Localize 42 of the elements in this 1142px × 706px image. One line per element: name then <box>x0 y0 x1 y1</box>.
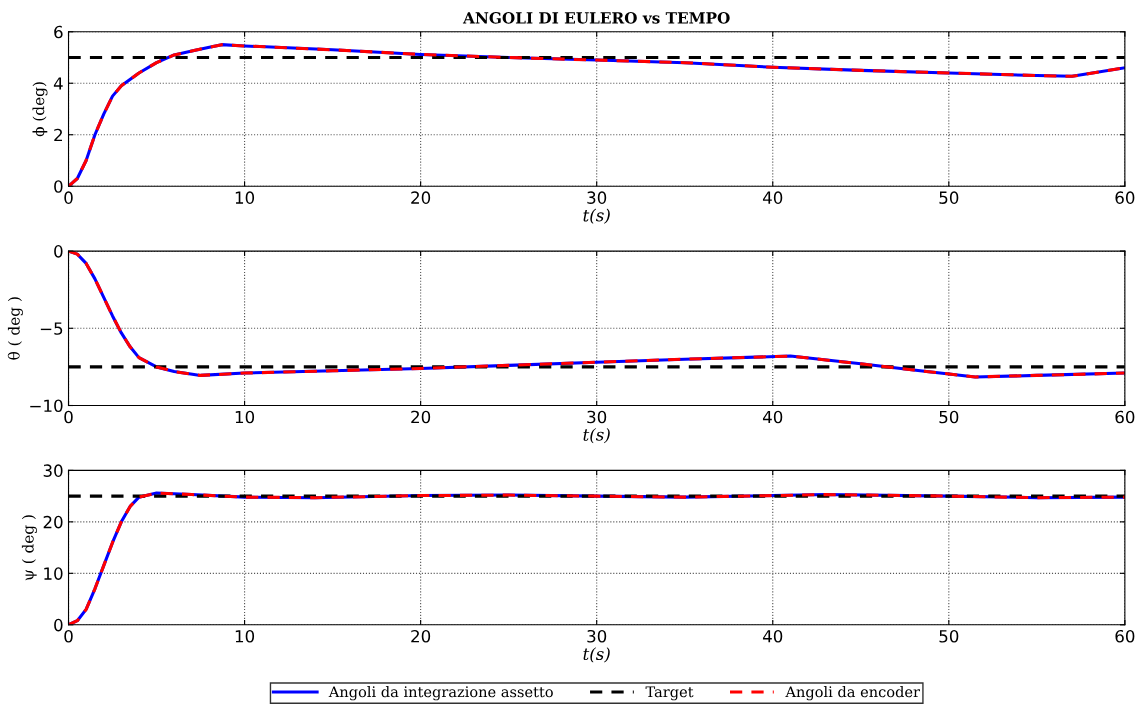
x-tick-label: 30 <box>587 410 607 424</box>
x-tick-label: 60 <box>1115 191 1135 204</box>
x-tick-label: 40 <box>762 629 783 643</box>
x-tick-label: 40 <box>762 191 783 204</box>
x-tick-label: 60 <box>1115 629 1135 643</box>
x-tick-label: 10 <box>235 410 255 424</box>
x-tick-label: 20 <box>411 191 431 204</box>
y-tick-label: 10 <box>44 567 63 580</box>
legend-label: Angoli da integrazione assetto <box>328 685 553 701</box>
y-tick-label: 2 <box>54 128 62 142</box>
y-tick-label: 20 <box>43 515 63 529</box>
y-tick-label: 30 <box>43 464 63 477</box>
x-tick-label: 20 <box>411 410 431 424</box>
legend-label: Target <box>645 686 694 701</box>
y-tick-label: 4 <box>53 77 63 90</box>
y-tick-label: 0 <box>54 618 63 632</box>
x-tick-label: 60 <box>1115 410 1135 424</box>
x-tick-label: 50 <box>939 191 959 204</box>
x-tick-label: 30 <box>587 629 607 643</box>
x-tick-label: 10 <box>235 191 255 204</box>
y-axis-title: θ ( deg ) <box>7 297 23 360</box>
y-tick-label: −10 <box>30 399 63 413</box>
y-tick-label: −5 <box>40 322 63 335</box>
y-tick-label: 0 <box>54 245 63 258</box>
legend-label: Angoli da encoder <box>785 685 921 701</box>
y-tick-label: 6 <box>54 25 63 39</box>
x-tick-label: 10 <box>235 629 255 643</box>
x-tick-label: 40 <box>762 410 783 424</box>
y-axis-title: ϕ (deg) <box>32 82 48 137</box>
x-tick-label: 0 <box>64 629 73 643</box>
chart-title: ANGOLI DI EULERO vs TEMPO <box>462 12 730 24</box>
x-tick-label: 30 <box>587 191 607 204</box>
x-axis-title: t(s) <box>583 427 610 444</box>
x-tick-label: 50 <box>939 410 959 424</box>
x-axis-title: t(s) <box>583 647 610 663</box>
x-tick-label: 20 <box>411 629 431 643</box>
y-tick-label: 0 <box>54 180 63 193</box>
x-axis-title: t(s) <box>583 208 610 224</box>
x-tick-label: 0 <box>64 191 73 204</box>
x-tick-label: 50 <box>939 629 959 643</box>
x-tick-label: 0 <box>64 410 73 424</box>
y-axis-title: ψ ( deg ) <box>21 515 37 581</box>
